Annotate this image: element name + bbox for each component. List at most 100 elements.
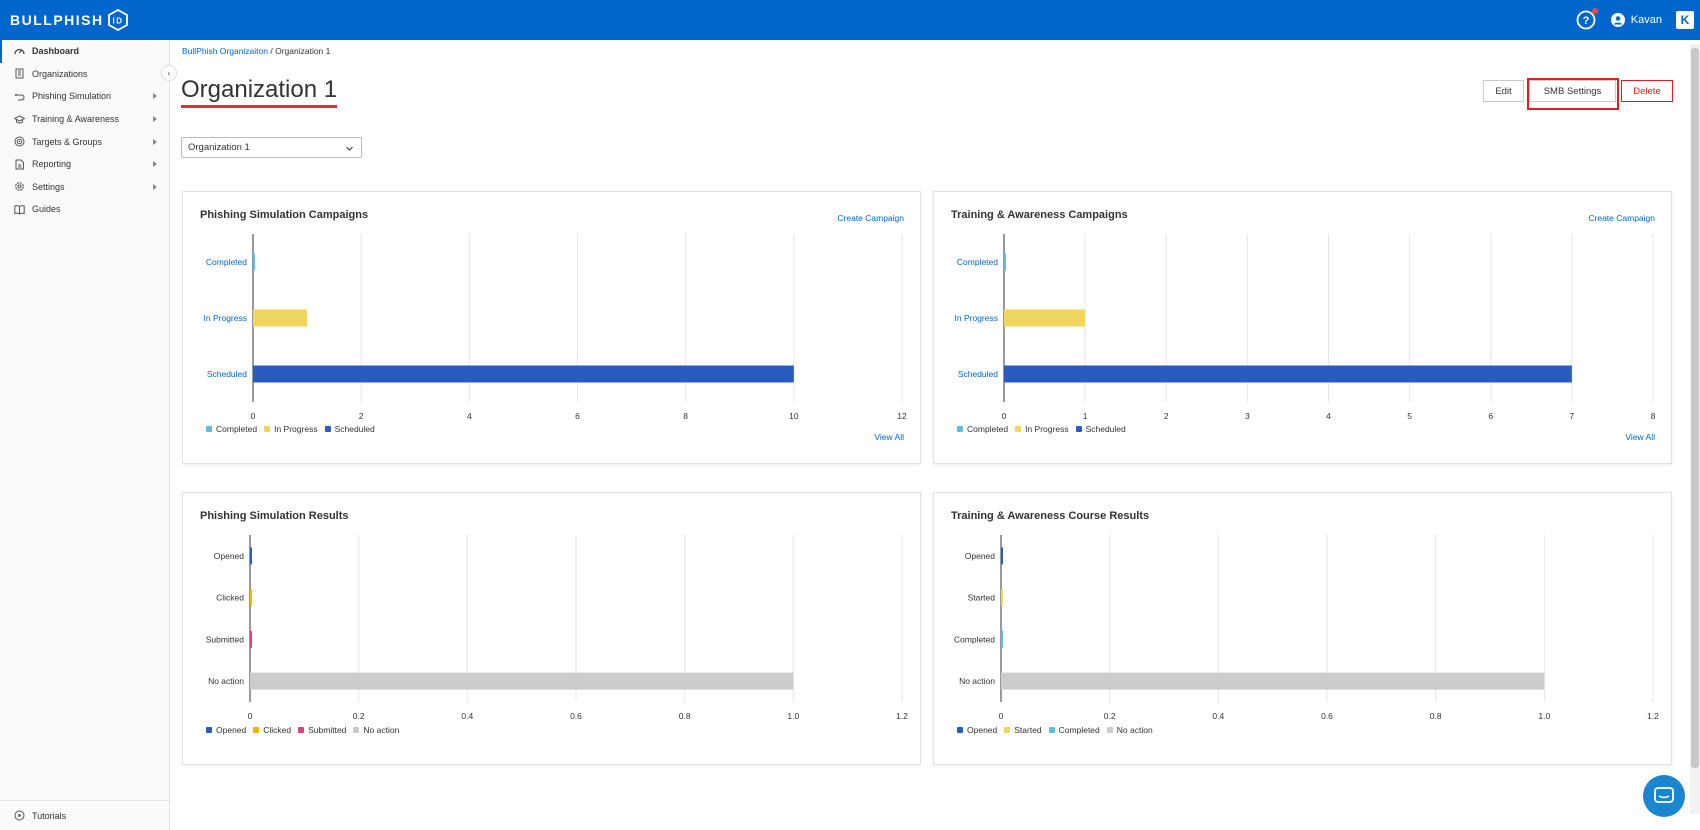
view-all-link[interactable]: View All [1625, 432, 1655, 442]
bar-scheduled[interactable] [253, 365, 794, 383]
create-campaign-link[interactable]: Create Campaign [1588, 213, 1655, 223]
sidebar-item-label: Targets & Groups [32, 136, 103, 147]
category-label: Submitted [206, 634, 245, 644]
category-label[interactable]: Scheduled [958, 369, 998, 379]
sidebar-item-organizations[interactable]: Organizations [0, 63, 169, 86]
sidebar-item-dashboard[interactable]: Dashboard [0, 40, 169, 63]
scrollbar-thumb[interactable] [1691, 48, 1699, 768]
legend-item[interactable]: Opened [957, 725, 997, 735]
legend-item[interactable]: Submitted [298, 725, 346, 735]
category-label[interactable]: In Progress [955, 313, 998, 323]
organization-select[interactable]: Organization 1 [181, 137, 362, 158]
bar-started[interactable] [1001, 589, 1003, 607]
bar-opened[interactable] [250, 547, 252, 565]
card-title: Phishing Simulation Campaigns [200, 209, 369, 221]
sidebar-item-tutorials[interactable]: Tutorials [0, 800, 169, 830]
delete-button[interactable]: Delete [1621, 80, 1673, 102]
bar-opened[interactable] [1001, 547, 1003, 565]
x-tick-label: 1.2 [1647, 711, 1659, 721]
bullphish-logo[interactable]: BULLPHISH ID [10, 9, 129, 31]
create-campaign-link[interactable]: Create Campaign [837, 213, 904, 223]
x-tick-label: 2 [1164, 411, 1169, 421]
training-campaigns-card: Training & Awareness Campaigns Create Ca… [933, 191, 1672, 464]
legend-swatch [264, 426, 271, 432]
chat-button[interactable] [1643, 775, 1685, 817]
legend-item[interactable]: Completed [206, 424, 257, 434]
category-label[interactable]: Completed [206, 257, 247, 267]
bar-completed[interactable] [1004, 253, 1006, 271]
target-icon [14, 136, 25, 147]
x-tick-label: 1.2 [896, 711, 908, 721]
x-tick-label: 10 [789, 411, 799, 421]
x-tick-label: 12 [897, 411, 907, 421]
legend-item[interactable]: Clicked [253, 725, 291, 735]
page-scrollbar[interactable] [1690, 44, 1700, 814]
bar-in-progress[interactable] [253, 309, 308, 327]
report-icon [14, 159, 25, 170]
bar-completed[interactable] [1001, 630, 1003, 648]
play-circle-icon [14, 810, 25, 821]
legend-item[interactable]: Completed [1048, 725, 1100, 735]
category-label: Clicked [216, 593, 244, 603]
legend-swatch [1075, 426, 1082, 432]
bar-in-progress[interactable] [1004, 309, 1086, 327]
legend-item[interactable]: Scheduled [1075, 424, 1126, 434]
legend-item[interactable]: In Progress [264, 424, 318, 434]
legend-label: In Progress [274, 424, 318, 434]
legend-swatch [957, 727, 963, 733]
x-tick-label: 6 [1488, 411, 1493, 421]
view-all-link[interactable]: View All [874, 432, 904, 442]
category-label[interactable]: Scheduled [207, 369, 247, 379]
breadcrumb-parent-link[interactable]: BullPhish Organizaiton [182, 46, 268, 56]
legend-label: Started [1014, 725, 1042, 735]
sidebar-item-training-and-awareness[interactable]: Training & Awareness [0, 108, 169, 131]
legend-swatch [206, 727, 212, 733]
chart-legend: Opened Started Completed No action [957, 725, 1160, 735]
card-title: Training & Awareness Course Results [951, 510, 1150, 522]
sidebar-item-guides[interactable]: Guides [0, 198, 169, 221]
breadcrumb-current: Organization 1 [275, 46, 331, 56]
help-icon[interactable]: ? [1575, 8, 1598, 31]
bar-no-action[interactable] [1001, 672, 1545, 690]
sidebar-item-reporting[interactable]: Reporting [0, 153, 169, 176]
legend-item[interactable]: No action [353, 725, 399, 735]
legend-item[interactable]: In Progress [1015, 424, 1069, 434]
category-label[interactable]: In Progress [204, 313, 247, 323]
chevron-right-icon [153, 138, 157, 145]
legend-label: Submitted [308, 725, 347, 735]
bar-scheduled[interactable] [1004, 365, 1572, 383]
legend-item[interactable]: No action [1106, 725, 1153, 735]
legend-item[interactable]: Completed [957, 424, 1008, 434]
kaseya-logo[interactable]: K [1676, 11, 1694, 29]
sidebar-collapse-button[interactable]: ‹ [161, 65, 177, 81]
x-tick-label: 0.6 [570, 711, 582, 721]
x-tick-label: 0 [999, 711, 1004, 721]
user-name: Kavan [1630, 14, 1662, 26]
category-label: No action [959, 676, 995, 686]
chevron-down-icon [346, 146, 353, 151]
sidebar-item-phishing-simulation[interactable]: Phishing Simulation [0, 85, 169, 108]
sidebar-item-label: Training & Awareness [32, 114, 120, 125]
bar-clicked[interactable] [250, 589, 252, 607]
smb-settings-button[interactable]: SMB Settings [1529, 80, 1616, 102]
card-title: Phishing Simulation Results [200, 510, 349, 522]
sidebar-item-settings[interactable]: Settings [0, 176, 169, 199]
legend-swatch [1106, 727, 1113, 733]
legend-item[interactable]: Started [1004, 725, 1042, 735]
sidebar-item-label: Settings [32, 181, 65, 192]
user-menu[interactable]: Kavan [1610, 13, 1662, 27]
bar-submitted[interactable] [250, 630, 252, 648]
legend-swatch [957, 426, 963, 432]
legend-item[interactable]: Opened [206, 725, 246, 735]
legend-item[interactable]: Scheduled [324, 424, 375, 434]
x-tick-label: 0.4 [461, 711, 473, 721]
bar-completed[interactable] [253, 253, 255, 271]
sidebar-item-targets-and-groups[interactable]: Targets & Groups [0, 130, 169, 153]
legend-label: Completed [1058, 725, 1100, 735]
x-tick-label: 7 [1570, 411, 1575, 421]
category-label[interactable]: Completed [957, 257, 998, 267]
bar-no-action[interactable] [250, 672, 794, 690]
chevron-right-icon [153, 116, 157, 123]
edit-button[interactable]: Edit [1483, 80, 1524, 102]
category-label: Opened [965, 551, 996, 561]
